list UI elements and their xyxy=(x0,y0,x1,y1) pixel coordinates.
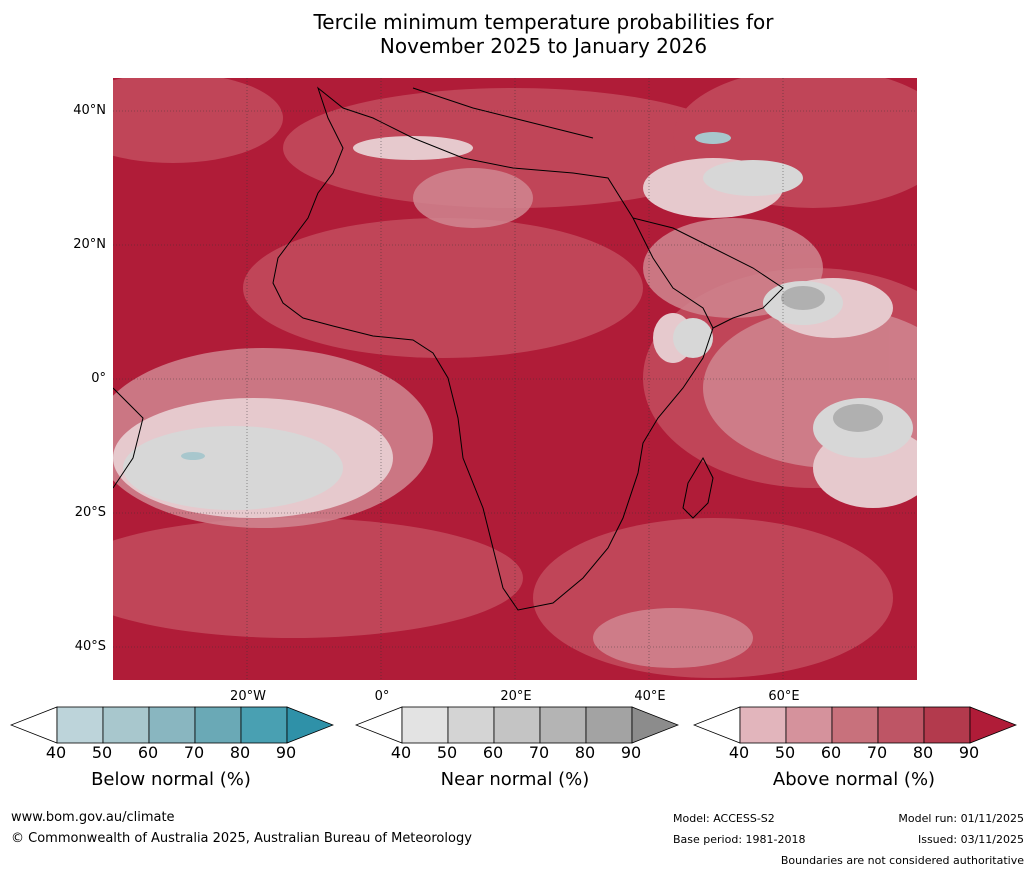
below-color-step xyxy=(194,706,242,744)
near-tick: 70 xyxy=(528,743,550,762)
below-tick: 70 xyxy=(183,743,205,762)
map-graphic xyxy=(113,78,917,680)
above-color-step xyxy=(877,706,925,744)
lat-label-40s: 40°S xyxy=(74,639,106,654)
near-color-step xyxy=(401,706,449,744)
above-tick: 90 xyxy=(958,743,980,762)
base-period: Base period: 1981-2018 xyxy=(673,833,806,846)
above-tick: 40 xyxy=(728,743,750,762)
below-upper-extend xyxy=(286,706,334,744)
near-tick: 60 xyxy=(482,743,504,762)
lon-label-40e: 40°E xyxy=(634,689,666,704)
near-color-step xyxy=(493,706,541,744)
lat-label-40n: 40°N xyxy=(73,103,106,118)
lat-label-20s: 20°S xyxy=(74,505,106,520)
below-tick: 40 xyxy=(45,743,67,762)
lon-label-0: 0° xyxy=(374,689,390,704)
above-tick: 80 xyxy=(912,743,934,762)
map-title: Tercile minimum temperature probabilitie… xyxy=(0,10,1035,58)
boundaries-disclaimer: Boundaries are not considered authoritat… xyxy=(780,854,1024,867)
above-color-step xyxy=(739,706,787,744)
lon-label-60e: 60°E xyxy=(768,689,800,704)
lat-label-20n: 20°N xyxy=(73,237,106,252)
above-color-step xyxy=(923,706,971,744)
above-tick: 60 xyxy=(820,743,842,762)
near-tick: 90 xyxy=(620,743,642,762)
below-color-step xyxy=(148,706,196,744)
above-colorbar-svg xyxy=(693,706,1017,744)
lat-label-0: 0° xyxy=(91,371,106,386)
near-color-step xyxy=(447,706,495,744)
probability-map xyxy=(113,78,917,680)
colorbar-near xyxy=(355,706,679,744)
below-normal-label: Below normal (%) xyxy=(91,769,251,790)
below-lower-extend xyxy=(10,706,58,744)
below-color-step xyxy=(102,706,150,744)
website-link[interactable]: www.bom.gov.au/climate xyxy=(11,810,175,825)
model-run: Model run: 01/11/2025 xyxy=(898,812,1024,825)
near-colorbar-svg xyxy=(355,706,679,744)
near-upper-extend xyxy=(631,706,679,744)
above-tick: 70 xyxy=(866,743,888,762)
near-tick: 40 xyxy=(390,743,412,762)
model-name: Model: ACCESS-S2 xyxy=(673,812,775,825)
lon-label-20e: 20°E xyxy=(500,689,532,704)
near-tick: 50 xyxy=(436,743,458,762)
lon-label-20w: 20°W xyxy=(230,689,266,704)
title-line-2: November 2025 to January 2026 xyxy=(379,34,708,58)
colorbar-above xyxy=(693,706,1017,744)
below-tick: 50 xyxy=(91,743,113,762)
below-colorbar-svg xyxy=(10,706,334,744)
below-color-step xyxy=(240,706,288,744)
near-color-step xyxy=(585,706,633,744)
near-tick: 80 xyxy=(574,743,596,762)
colorbar-below xyxy=(10,706,334,744)
below-tick: 80 xyxy=(229,743,251,762)
issued-date: Issued: 03/11/2025 xyxy=(917,833,1024,846)
below-color-step xyxy=(56,706,104,744)
above-normal-label: Above normal (%) xyxy=(772,769,936,790)
near-normal-label: Near normal (%) xyxy=(440,769,590,790)
above-tick: 50 xyxy=(774,743,796,762)
near-color-step xyxy=(539,706,587,744)
above-upper-extend xyxy=(969,706,1017,744)
copyright: © Commonwealth of Australia 2025, Austra… xyxy=(11,831,472,846)
below-tick: 60 xyxy=(137,743,159,762)
above-lower-extend xyxy=(693,706,741,744)
near-lower-extend xyxy=(355,706,403,744)
above-color-step xyxy=(831,706,879,744)
above-color-step xyxy=(785,706,833,744)
title-line-1: Tercile minimum temperature probabilitie… xyxy=(313,10,774,34)
below-tick: 90 xyxy=(275,743,297,762)
